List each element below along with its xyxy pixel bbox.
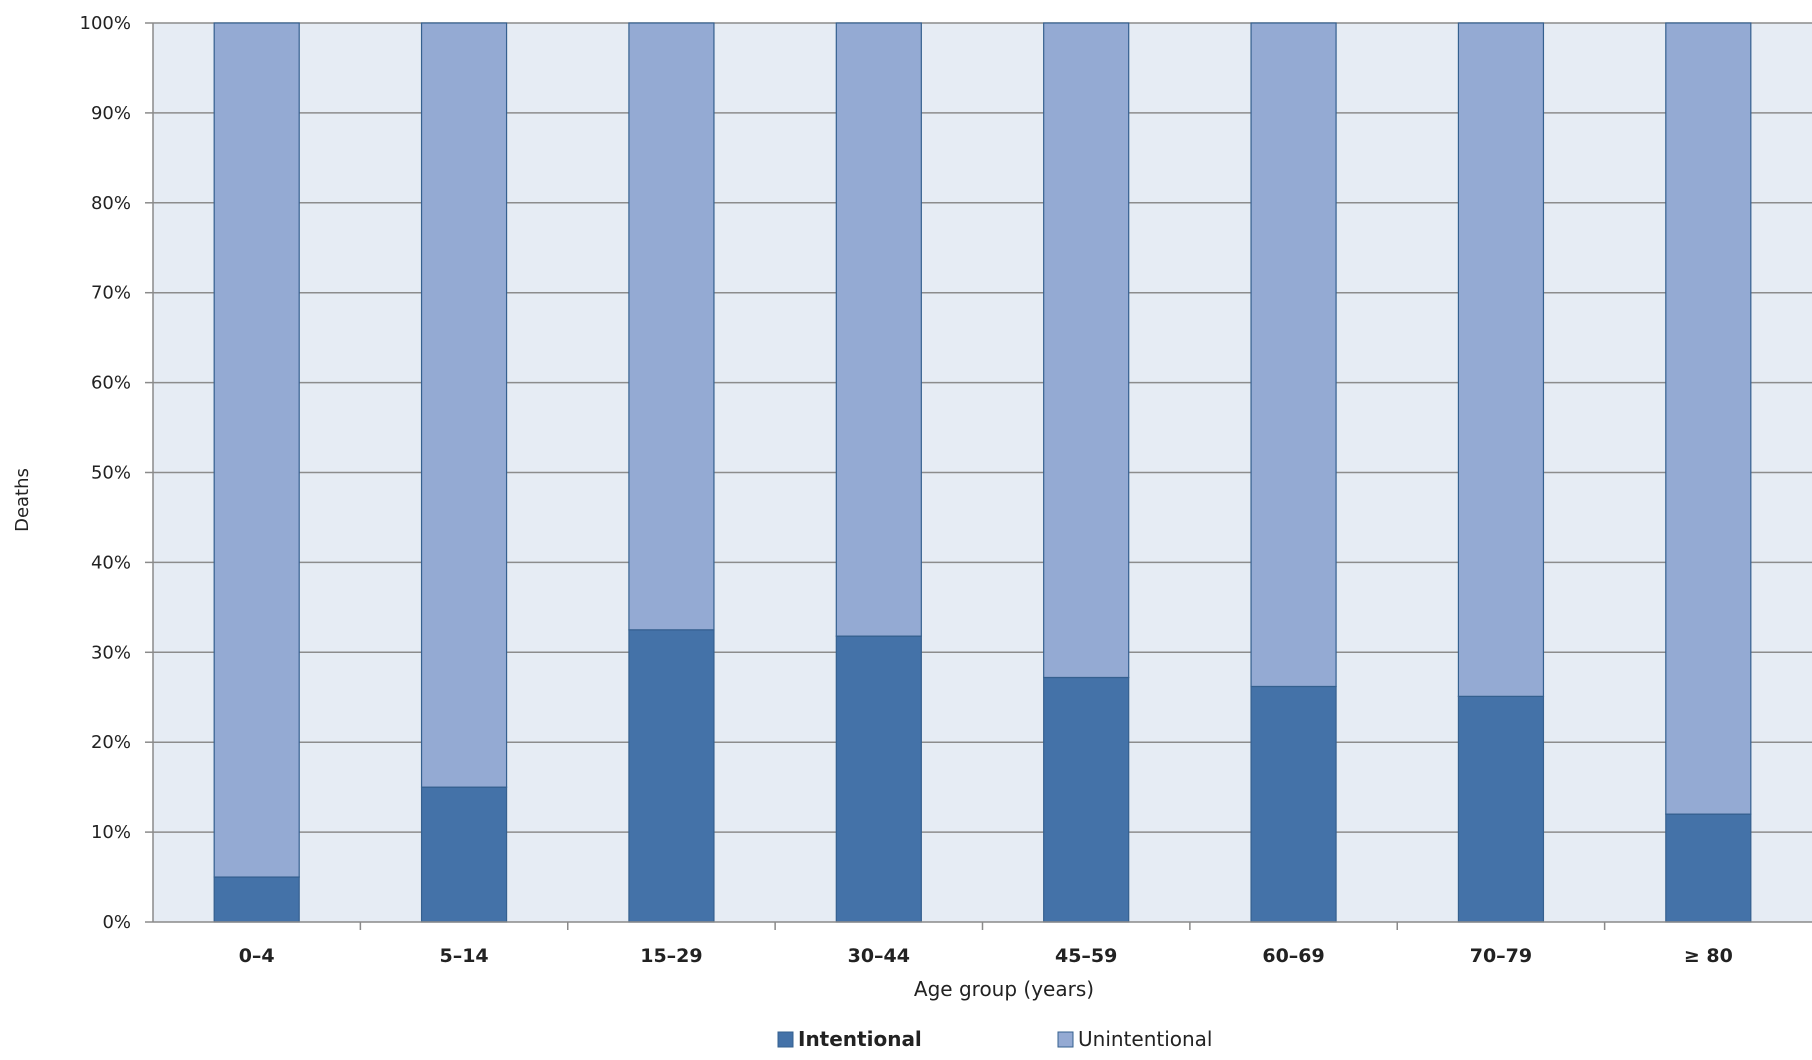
bar-intentional bbox=[420, 786, 508, 923]
bar-intentional bbox=[213, 876, 300, 923]
bar-intentional bbox=[1457, 695, 1545, 923]
legend-swatch-unintentional bbox=[1057, 1031, 1074, 1048]
y-tick-label: 0% bbox=[102, 912, 131, 933]
bar-intentional bbox=[628, 629, 715, 923]
x-axis-title: Age group (years) bbox=[914, 977, 1094, 1001]
x-tick-label: ≥ 80 bbox=[1684, 945, 1733, 967]
y-tick-label: 100% bbox=[80, 13, 131, 34]
y-tick-labels: 0% 10% 20% 30% 40% 50% 60% 70% 80% 90% 100% bbox=[80, 13, 131, 933]
bar-unintentional bbox=[835, 22, 922, 637]
y-tick-label: 10% bbox=[91, 822, 131, 843]
y-tick-label: 90% bbox=[91, 103, 131, 124]
axes bbox=[152, 23, 1812, 923]
x-tick-label: 0–4 bbox=[239, 945, 275, 967]
legend-swatch-intentional bbox=[777, 1031, 794, 1048]
y-tick-label: 80% bbox=[91, 193, 131, 214]
bar-unintentional bbox=[1250, 22, 1337, 688]
bar-intentional bbox=[835, 635, 922, 923]
x-tick-label: 30–44 bbox=[848, 945, 910, 967]
y-axis-title: Deaths bbox=[12, 468, 33, 532]
legend-label-unintentional: Unintentional bbox=[1078, 1027, 1213, 1051]
x-tick-label: 45–59 bbox=[1055, 945, 1117, 967]
bar-unintentional bbox=[1043, 22, 1130, 679]
bar-unintentional bbox=[628, 22, 715, 631]
bar-unintentional bbox=[1457, 22, 1545, 697]
bar-unintentional bbox=[420, 22, 508, 788]
y-tick-label: 30% bbox=[91, 642, 131, 663]
bar-intentional bbox=[1250, 685, 1337, 923]
x-tick-label: 70–79 bbox=[1470, 945, 1532, 967]
x-tick-label: 15–29 bbox=[640, 945, 702, 967]
x-tick-labels: 0–4 5–14 15–29 30–44 45–59 60–69 70–79 ≥ 80 bbox=[239, 945, 1733, 967]
legend-label-intentional: Intentional bbox=[798, 1027, 922, 1051]
bar-intentional bbox=[1665, 813, 1752, 923]
x-tick-label: 60–69 bbox=[1262, 945, 1324, 967]
y-tick-label: 60% bbox=[91, 373, 131, 394]
x-tick-label: 5–14 bbox=[439, 945, 488, 967]
bar-unintentional bbox=[1665, 22, 1752, 815]
bar-intentional bbox=[1043, 676, 1130, 923]
y-tick-label: 70% bbox=[91, 283, 131, 304]
y-tick-label: 40% bbox=[91, 552, 131, 573]
bar-unintentional bbox=[213, 22, 300, 878]
bars bbox=[213, 22, 1752, 930]
y-tick-label: 50% bbox=[91, 463, 131, 484]
y-tick-label: 20% bbox=[91, 732, 131, 753]
legend: Intentional Unintentional bbox=[777, 1027, 1213, 1051]
